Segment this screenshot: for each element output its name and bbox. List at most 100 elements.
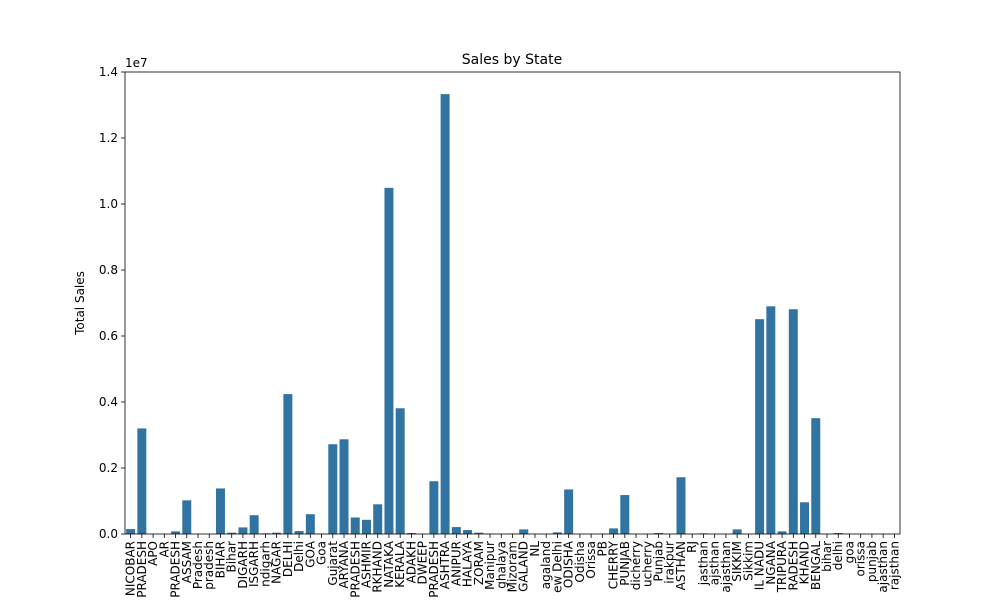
- x-tick-label: ISGARH: [247, 541, 261, 587]
- y-axis: 0.0 0.2 0.4 0.6 0.8 1.0 1.2 1.4: [99, 65, 125, 541]
- bar-20: [350, 517, 360, 534]
- bar-27: [429, 481, 439, 534]
- bar-63: [833, 533, 843, 534]
- y-tick-label: 0.2: [99, 461, 118, 475]
- x-tick-label: ZORAM: [472, 541, 486, 585]
- bar-38: [552, 532, 562, 534]
- x-tick-label: ndigarh: [258, 541, 272, 587]
- x-tick-label: PUNJAB: [618, 541, 632, 586]
- x-tick-label: ASHTRA: [438, 540, 452, 589]
- bar-22: [373, 504, 383, 534]
- x-tick-label: BIHAR: [213, 541, 227, 578]
- bars-group: [126, 94, 843, 535]
- bar-60: [800, 502, 810, 534]
- x-tick-label: Manipur: [483, 541, 497, 590]
- x-tick-label: ghalaya: [494, 541, 508, 589]
- bar-16: [305, 514, 315, 534]
- y-tick-label: 0.4: [99, 395, 118, 409]
- x-tick-label: Delhi: [292, 541, 306, 572]
- x-tick-label: ODISHA: [562, 540, 576, 588]
- x-tick-label: Mizoram: [506, 541, 520, 592]
- bar-14: [283, 394, 293, 534]
- bar-29: [451, 527, 461, 534]
- x-tick-label: IL NADU: [753, 541, 767, 590]
- x-tick-label: agaland: [539, 541, 553, 589]
- x-tick-label: ANIPUR: [449, 541, 463, 586]
- bar-10: [238, 527, 248, 534]
- y-tick-label: 1.4: [99, 65, 118, 79]
- x-tick-label: SIKKIM: [730, 541, 744, 582]
- bar-8: [215, 488, 225, 534]
- x-tick-label: ajsthan: [708, 541, 722, 585]
- bar-0: [126, 529, 136, 534]
- x-tick-label: DIGARH: [236, 541, 250, 589]
- x-tick-label: bihar: [820, 541, 834, 572]
- x-tick-label: Odisha: [573, 541, 587, 583]
- x-tick-label: jasthan: [696, 541, 710, 586]
- x-tick-label: punjab: [865, 541, 879, 582]
- x-tick-label: dicherry: [629, 541, 643, 590]
- x-tick-label: irakpur: [663, 541, 677, 584]
- y-tick-label: 0.8: [99, 263, 118, 277]
- plot-area-frame: [124, 71, 901, 535]
- chart-title: Sales by State: [462, 52, 562, 68]
- x-tick-label: RADESH: [786, 541, 800, 591]
- x-tick-label: ASSAM: [180, 541, 194, 583]
- bar-11: [249, 515, 259, 534]
- bar-49: [676, 477, 686, 534]
- bar-57: [766, 306, 776, 534]
- bar-4: [171, 531, 181, 534]
- x-tick-label: HALAYA: [461, 540, 475, 587]
- y-tick-label: 1.2: [99, 131, 118, 145]
- x-tick-label: ajasthan: [876, 541, 890, 593]
- bar-28: [440, 94, 450, 535]
- x-tick-label: BENGAL: [809, 541, 823, 590]
- x-tick-label: Sikkim: [741, 541, 755, 581]
- bar-39: [564, 489, 574, 534]
- x-tick-label: orissa: [854, 541, 868, 576]
- y-axis-label: Total Sales: [73, 271, 87, 336]
- x-tick-label: Goa: [315, 541, 329, 565]
- bar-23: [384, 187, 394, 534]
- x-tick-label: goa: [842, 541, 856, 563]
- bar-13: [272, 532, 282, 534]
- bar-24: [395, 408, 405, 534]
- bar-9: [227, 532, 237, 534]
- x-tick-label: KHAND: [798, 541, 812, 584]
- x-tick-label: Orissa: [584, 541, 598, 579]
- x-tick-label: ew Delhi: [550, 541, 564, 593]
- x-tick-label: NATAKA: [382, 540, 396, 588]
- bar-43: [609, 528, 619, 534]
- x-tick-label: PRADESH: [135, 541, 149, 598]
- bar-1: [137, 428, 147, 534]
- x-tick-label: TRIPURA: [775, 540, 789, 593]
- bar-44: [620, 495, 630, 534]
- bar-18: [328, 444, 338, 534]
- bar-35: [519, 529, 529, 534]
- bar-30: [463, 530, 473, 534]
- y-tick-label: 0.0: [99, 527, 118, 541]
- x-tick-label: PRADESH: [427, 541, 441, 598]
- y-axis-scale-label: 1e7: [125, 56, 148, 70]
- x-tick-label: PRADESH: [348, 541, 362, 598]
- x-tick-label: NICOBAR: [124, 541, 138, 596]
- x-tick-label: GALAND: [517, 541, 531, 592]
- x-tick-label: delhi: [831, 541, 845, 570]
- x-tick-label: DWEEP: [416, 541, 430, 585]
- x-tick-label: NGANA: [764, 540, 778, 584]
- x-tick-label: ASHMIR: [359, 541, 373, 588]
- x-tick-label: ASTHAN: [674, 541, 688, 590]
- x-tick-label: ADAKH: [404, 541, 418, 583]
- bar-61: [811, 418, 821, 534]
- bar-19: [339, 439, 349, 534]
- x-tick-label: APO: [146, 541, 160, 566]
- bar-25: [406, 533, 416, 534]
- x-tick-label: ajasthan: [719, 541, 733, 593]
- x-tick-label: RJ: [685, 541, 699, 553]
- bar-21: [361, 519, 371, 534]
- x-tick-label: PB: [595, 541, 609, 556]
- x-tick-label: Pradesh: [191, 541, 205, 589]
- bar-58: [777, 531, 787, 534]
- x-tick-label: AR: [157, 541, 171, 558]
